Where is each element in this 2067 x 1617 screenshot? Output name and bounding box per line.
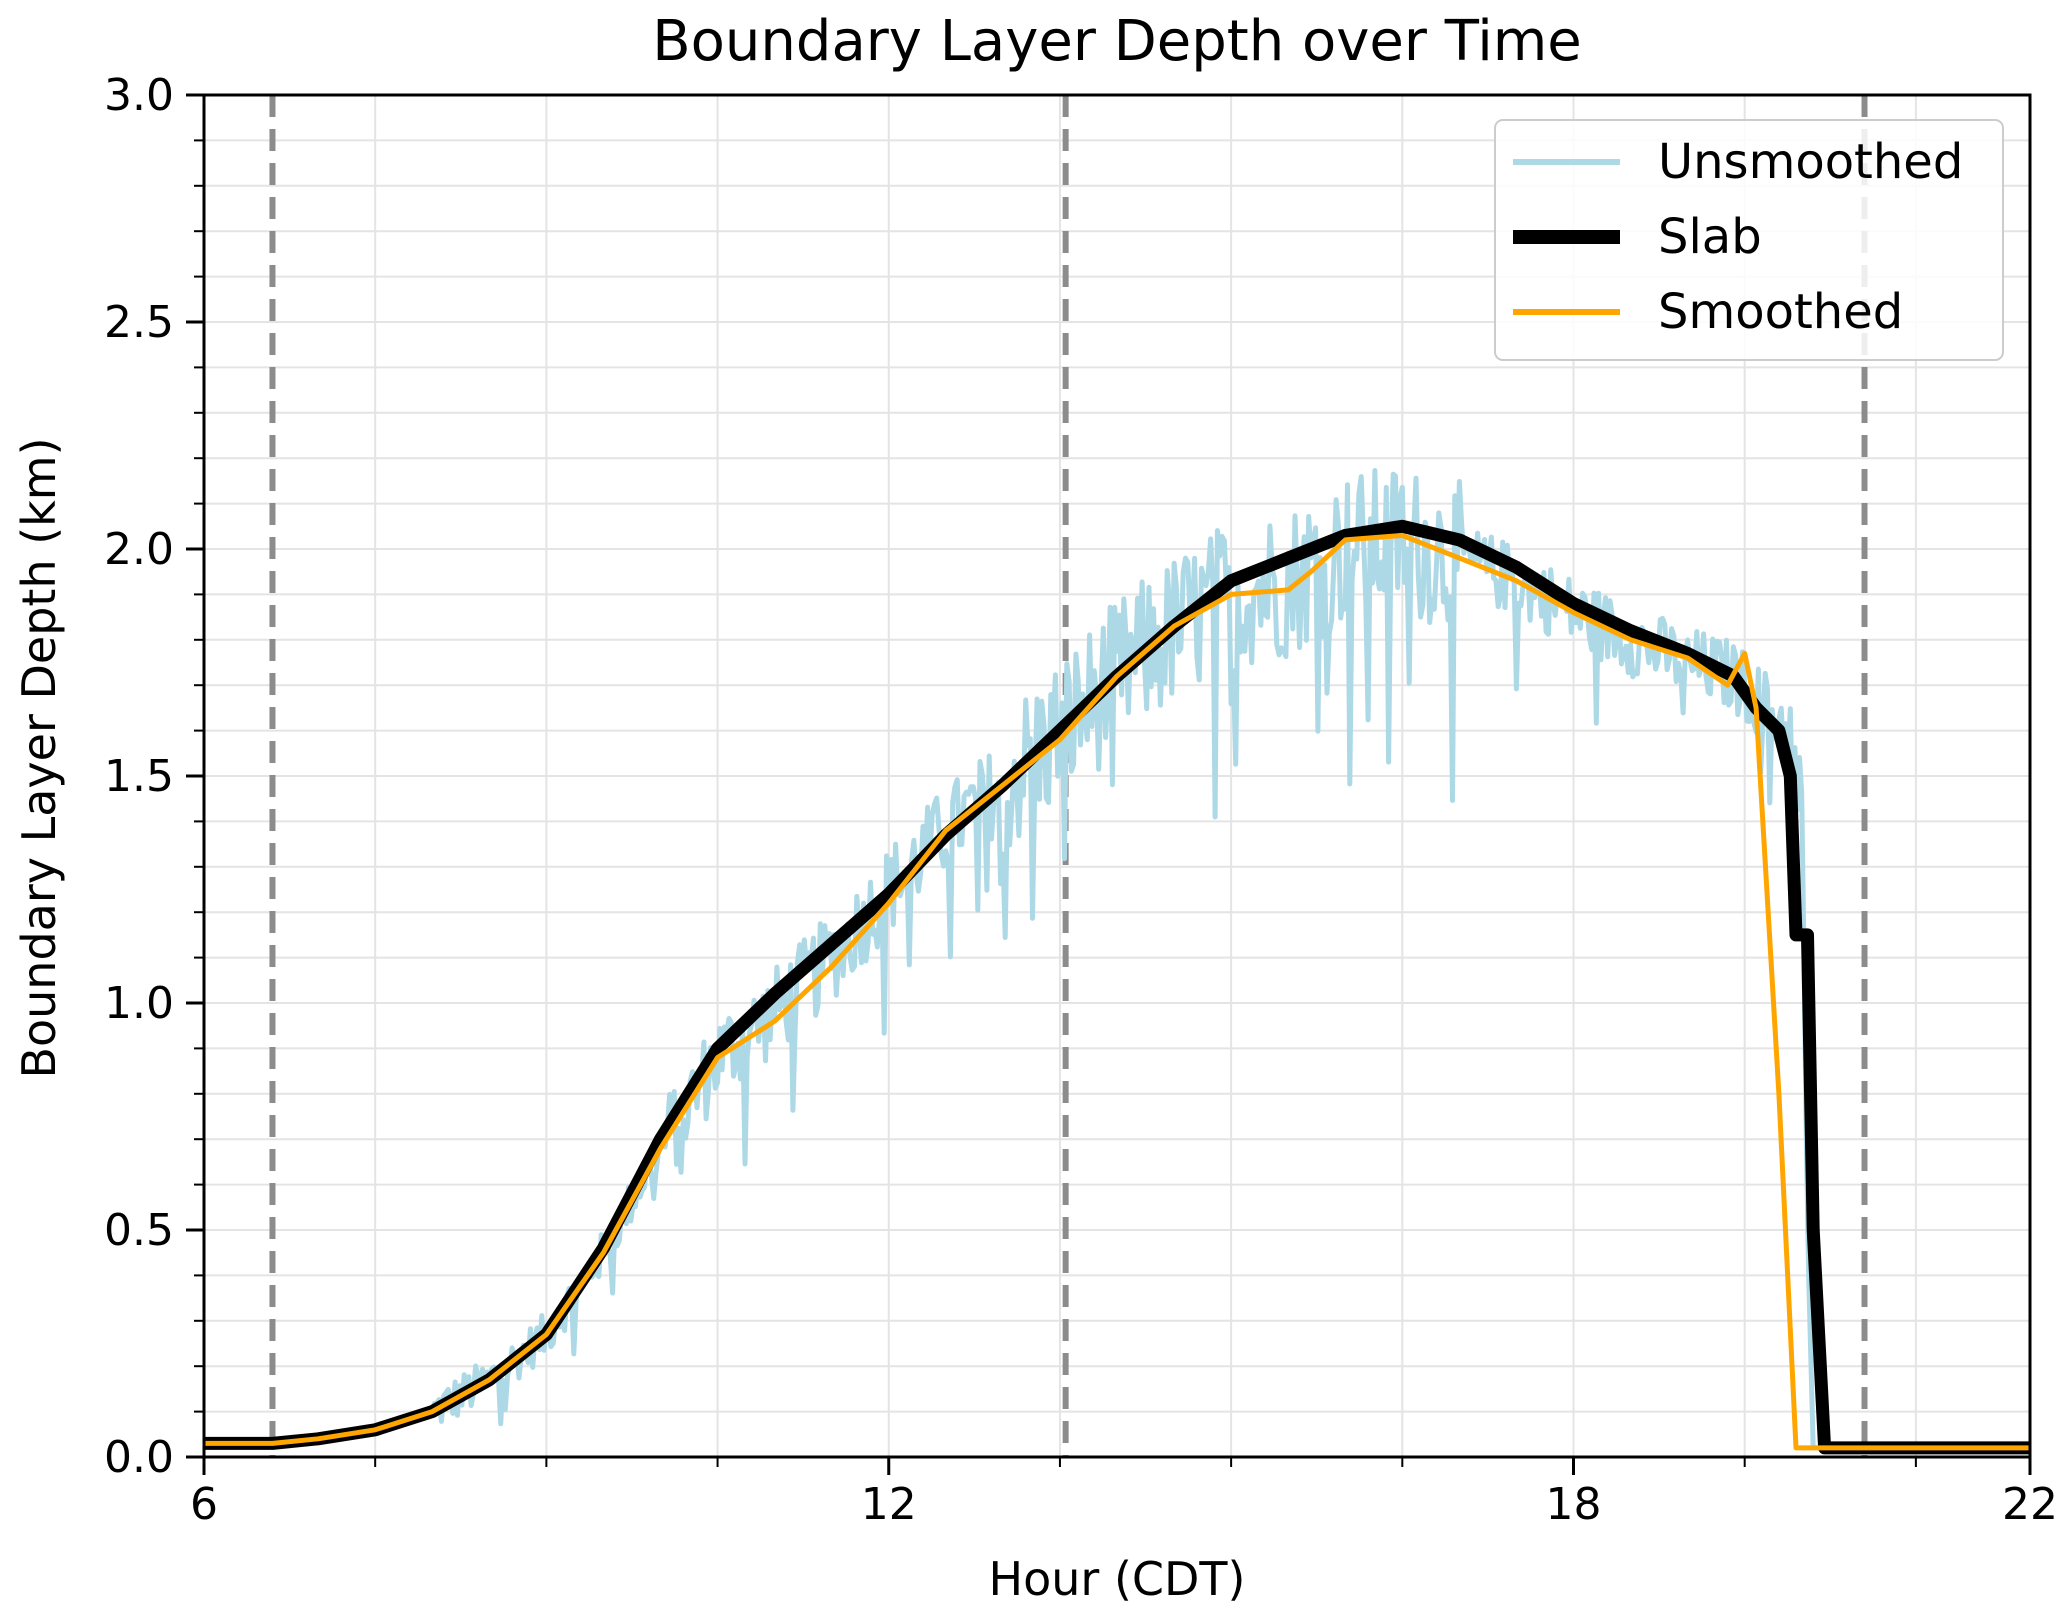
series-lines [203,468,2031,1455]
x-tick-label: 22 [2002,1479,2058,1530]
legend-label-smoothed: Smoothed [1658,284,1903,340]
legend: Unsmoothed Slab Smoothed [1494,119,2004,361]
series-line-smoothed [204,532,2030,1451]
y-tick-label: 1.0 [104,978,174,1029]
series-line-slab [204,519,2030,1455]
y-tick-label: 2.0 [104,524,174,575]
series-line-unsmoothed [203,468,2031,1451]
x-tick-label: 12 [861,1479,917,1530]
x-axis-label: Hour (CDT) [989,1552,1246,1606]
legend-label-unsmoothed: Unsmoothed [1658,134,1963,190]
y-tick-label: 0.5 [104,1205,174,1256]
y-tick-label: 0.0 [104,1432,174,1483]
axis-ticks: 6 12 18 22 0.0 0.5 1.0 1.5 2.0 2.5 3.0 [104,70,2058,1530]
x-tick-label: 18 [1546,1479,1602,1530]
legend-box [1494,119,2004,361]
y-tick-label: 1.5 [104,751,174,802]
legend-label-slab: Slab [1658,209,1762,265]
y-axis-label: Boundary Layer Depth (km) [12,437,66,1078]
chart-title: Boundary Layer Depth over Time [652,9,1582,74]
y-tick-label: 3.0 [104,70,174,121]
y-tick-label: 2.5 [104,297,174,348]
x-tick-label: 6 [190,1479,218,1530]
